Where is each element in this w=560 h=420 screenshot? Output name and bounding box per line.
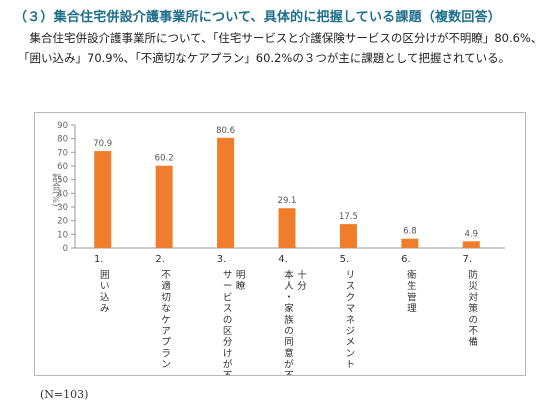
y-axis-label: 割合(%)	[50, 172, 61, 207]
category-number: 4.	[278, 254, 288, 265]
category-label-char: 家	[284, 303, 294, 315]
category-label-char: ン	[161, 360, 171, 371]
category-label-char: 込	[100, 292, 110, 303]
category-label-char: ー	[223, 281, 233, 292]
category-number: 2.	[155, 254, 165, 265]
data-label: 60.2	[155, 154, 174, 164]
data-label: 4.9	[465, 229, 479, 239]
y-tick-label: 40	[57, 189, 68, 199]
category-label-char: サ	[223, 270, 233, 281]
category-number: 5.	[340, 254, 350, 265]
category-label-char: 同	[284, 337, 294, 348]
category-label-char: ト	[346, 360, 356, 371]
y-tick-label: 60	[57, 162, 68, 172]
category-label-char: 防	[469, 269, 479, 281]
y-tick-label: 70	[57, 148, 68, 158]
category-label-char: 人	[284, 281, 294, 292]
category-label-char: 策	[469, 303, 479, 315]
category-label-char: 区	[223, 326, 233, 337]
y-tick-label: 80	[57, 135, 68, 145]
category-label-char: 衛	[407, 269, 417, 281]
category-label-char: ・	[284, 292, 294, 303]
category-label-char: 十	[297, 269, 307, 281]
bar	[462, 241, 480, 248]
category-label-char: 本	[284, 269, 294, 281]
category-label-char: 適	[161, 280, 171, 292]
category-label-char: ラ	[161, 348, 171, 359]
category-label-char: 切	[161, 292, 171, 303]
category-label-char: 対	[469, 291, 479, 303]
category-label-char: の	[469, 315, 479, 326]
bar	[217, 137, 235, 248]
category-label-char: ン	[346, 348, 356, 359]
category-label-char: 意	[284, 347, 294, 359]
category-label-char: 不	[284, 371, 294, 375]
category-label-char: リ	[346, 270, 356, 281]
bar	[339, 224, 357, 248]
category-label-char: 明	[236, 270, 246, 281]
y-tick-label: 90	[57, 121, 68, 131]
summary-paragraph: 集合住宅併設介護事業所について、「住宅サービスと介護保険サービスの区分けが不明瞭…	[18, 31, 543, 65]
category-label-char: な	[161, 304, 171, 315]
category-label-char: ネ	[346, 315, 356, 326]
y-tick-label: 30	[57, 203, 68, 213]
category-label-char: 囲	[100, 270, 110, 281]
category-label-char: い	[100, 281, 110, 292]
chart-frame: 0 10 20 30 40 50 60 70 80 90 割合(%) 70.9 1. 囲い込み 60.2 2…	[34, 112, 526, 376]
bar	[401, 238, 419, 248]
data-label: 80.6	[216, 126, 235, 136]
category-label-char: 瞭	[236, 280, 246, 292]
y-tick-label: 20	[57, 217, 68, 227]
category-label-char: 不	[469, 326, 479, 337]
category-label-char: プ	[161, 337, 171, 348]
category-label-char: ク	[346, 292, 356, 303]
sample-size-note: (N=103)	[40, 388, 89, 401]
category-label-char: が	[223, 359, 233, 371]
category-label-char: の	[284, 326, 294, 337]
category-label-char: ス	[223, 304, 233, 315]
bar	[155, 165, 173, 248]
category-label-char: ジ	[346, 326, 356, 337]
category-number: 1.	[94, 254, 104, 265]
y-tick-label: 0	[63, 244, 68, 254]
y-tick-label: 10	[57, 230, 68, 240]
bar-chart: 0 10 20 30 40 50 60 70 80 90 割合(%) 70.9 1. 囲い込み 60.2 2…	[50, 121, 505, 375]
category-label-char: ビ	[223, 292, 233, 303]
category-label-char: 生	[407, 280, 417, 292]
category-label-char: み	[100, 304, 110, 315]
data-label: 6.8	[403, 227, 417, 237]
category-label-char: 分	[297, 281, 307, 292]
category-label-char: ス	[346, 281, 356, 292]
category-number: 6.	[401, 254, 411, 265]
category-label-char: 災	[469, 281, 479, 292]
data-label: 70.9	[93, 139, 112, 149]
category-label-char: メ	[346, 337, 356, 348]
category-number: 3.	[217, 254, 227, 265]
category-label-char: の	[223, 315, 233, 326]
category-label-char: 管	[407, 291, 417, 303]
category-label-char: ケ	[161, 315, 171, 326]
category-label-char: 族	[284, 314, 294, 326]
category-label-char: 理	[407, 304, 417, 315]
section-heading: （３）集合住宅併設介護事業所について、具体的に把握している課題（複数回答）	[14, 10, 501, 25]
category-label-char: け	[223, 348, 233, 359]
y-tick-label: 50	[57, 176, 68, 186]
category-label-char: ア	[161, 326, 171, 337]
category-label-char: 分	[223, 337, 233, 348]
category-label-char: 不	[161, 270, 171, 281]
data-label: 29.1	[278, 196, 297, 206]
category-label-char: が	[284, 359, 294, 371]
category-number: 7.	[463, 254, 473, 265]
category-label-char: マ	[346, 304, 356, 315]
category-label-char: 備	[469, 336, 479, 348]
bar	[94, 151, 112, 248]
category-label-char: 不	[223, 371, 233, 375]
data-label: 17.5	[339, 212, 358, 222]
bar	[278, 208, 296, 248]
